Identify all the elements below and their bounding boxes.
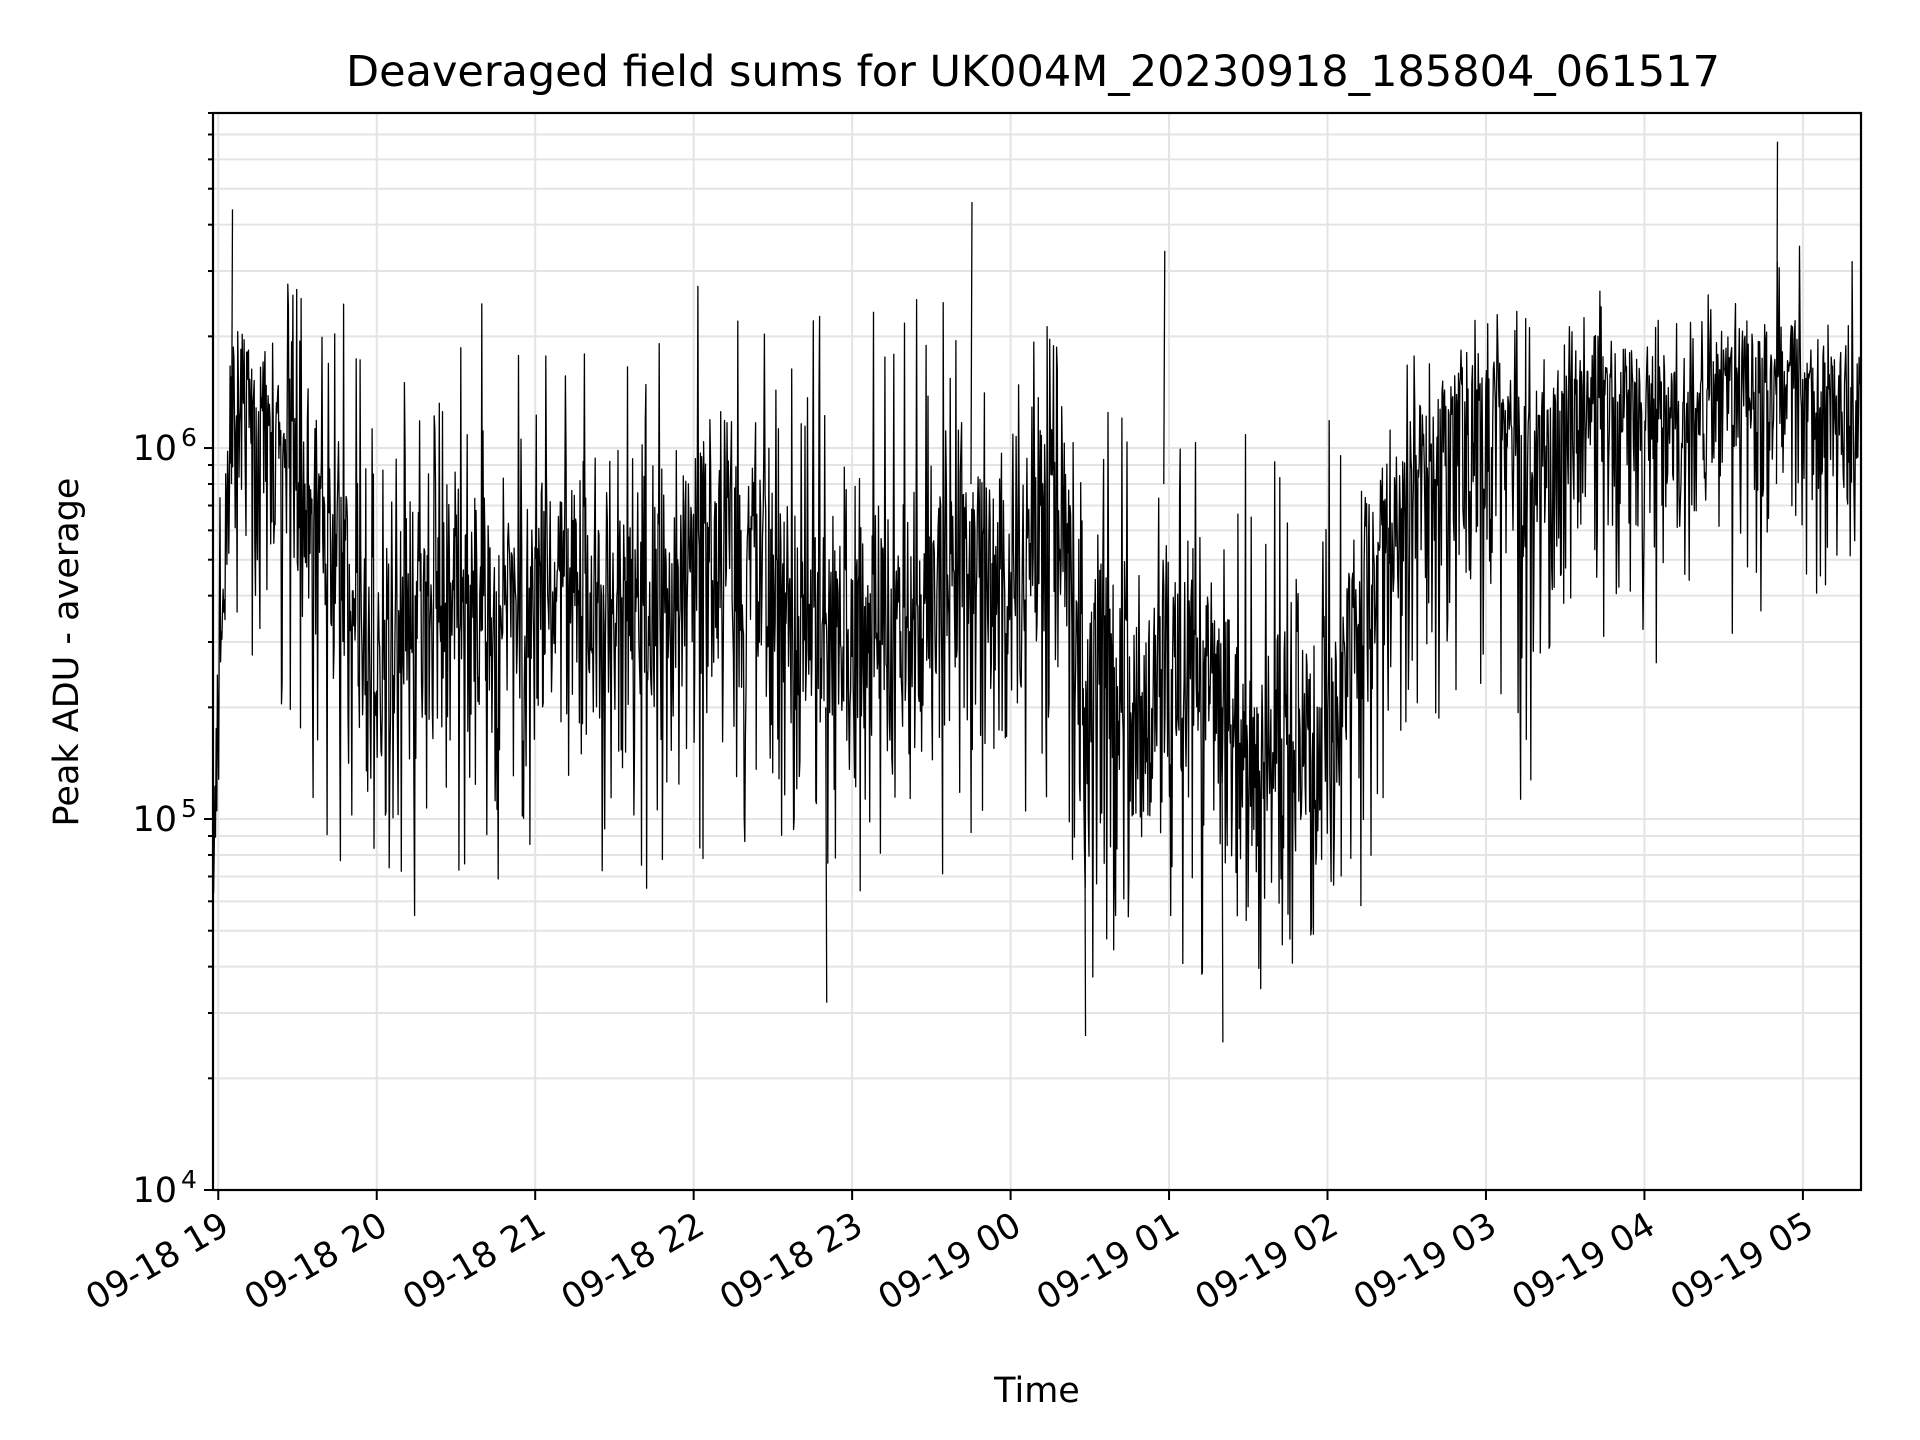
x-tick-label: 09-18 19 — [79, 1205, 235, 1318]
y-tick-exponent: 5 — [181, 794, 197, 823]
y-axis-label: Peak ADU - average — [47, 478, 87, 827]
chart-title: Deaveraged field sums for UK004M_2023091… — [346, 47, 1720, 97]
x-tick-label: 09-19 04 — [1506, 1205, 1662, 1318]
series-layer — [212, 141, 1862, 1043]
y-tick-label: 10 — [132, 429, 177, 469]
y-tick-exponent: 6 — [181, 423, 197, 452]
y-tick-base: 10 — [132, 800, 177, 840]
x-tick-label: 09-19 01 — [1030, 1205, 1186, 1318]
x-tick-label: 09-19 05 — [1664, 1205, 1820, 1318]
grid — [213, 112, 1861, 1191]
x-tick-label: 09-18 22 — [555, 1205, 711, 1318]
series-line — [212, 245, 1862, 990]
spike-mark — [1163, 250, 1166, 484]
x-axis-label: Time — [993, 1371, 1080, 1411]
x-tick-label: 09-18 21 — [396, 1205, 552, 1318]
x-tick-label: 09-18 20 — [238, 1205, 394, 1318]
y-tick-base: 10 — [132, 429, 177, 469]
x-axis: 09-18 19 09-18 20 09-18 21 09-18 22 09-18 23… — [79, 1190, 1820, 1318]
dip-mark — [1221, 707, 1224, 1043]
x-tick-label: 09-18 23 — [713, 1205, 869, 1318]
dip-mark — [1083, 707, 1087, 1037]
y-tick-exponent: 4 — [181, 1165, 197, 1194]
x-tick-label: 09-19 00 — [872, 1205, 1028, 1318]
dip-mark — [825, 707, 828, 1003]
plot-frame — [211, 111, 1863, 1192]
spike-mark — [1775, 141, 1779, 484]
y-tick-label: 10 — [132, 800, 177, 840]
x-tick-label: 09-19 03 — [1347, 1205, 1503, 1318]
y-tick-base: 10 — [132, 1171, 177, 1211]
y-tick-label: 10 — [132, 1171, 177, 1211]
spike-mark — [970, 202, 973, 484]
x-tick-label: 09-19 02 — [1189, 1205, 1345, 1318]
spike-mark — [230, 209, 234, 484]
